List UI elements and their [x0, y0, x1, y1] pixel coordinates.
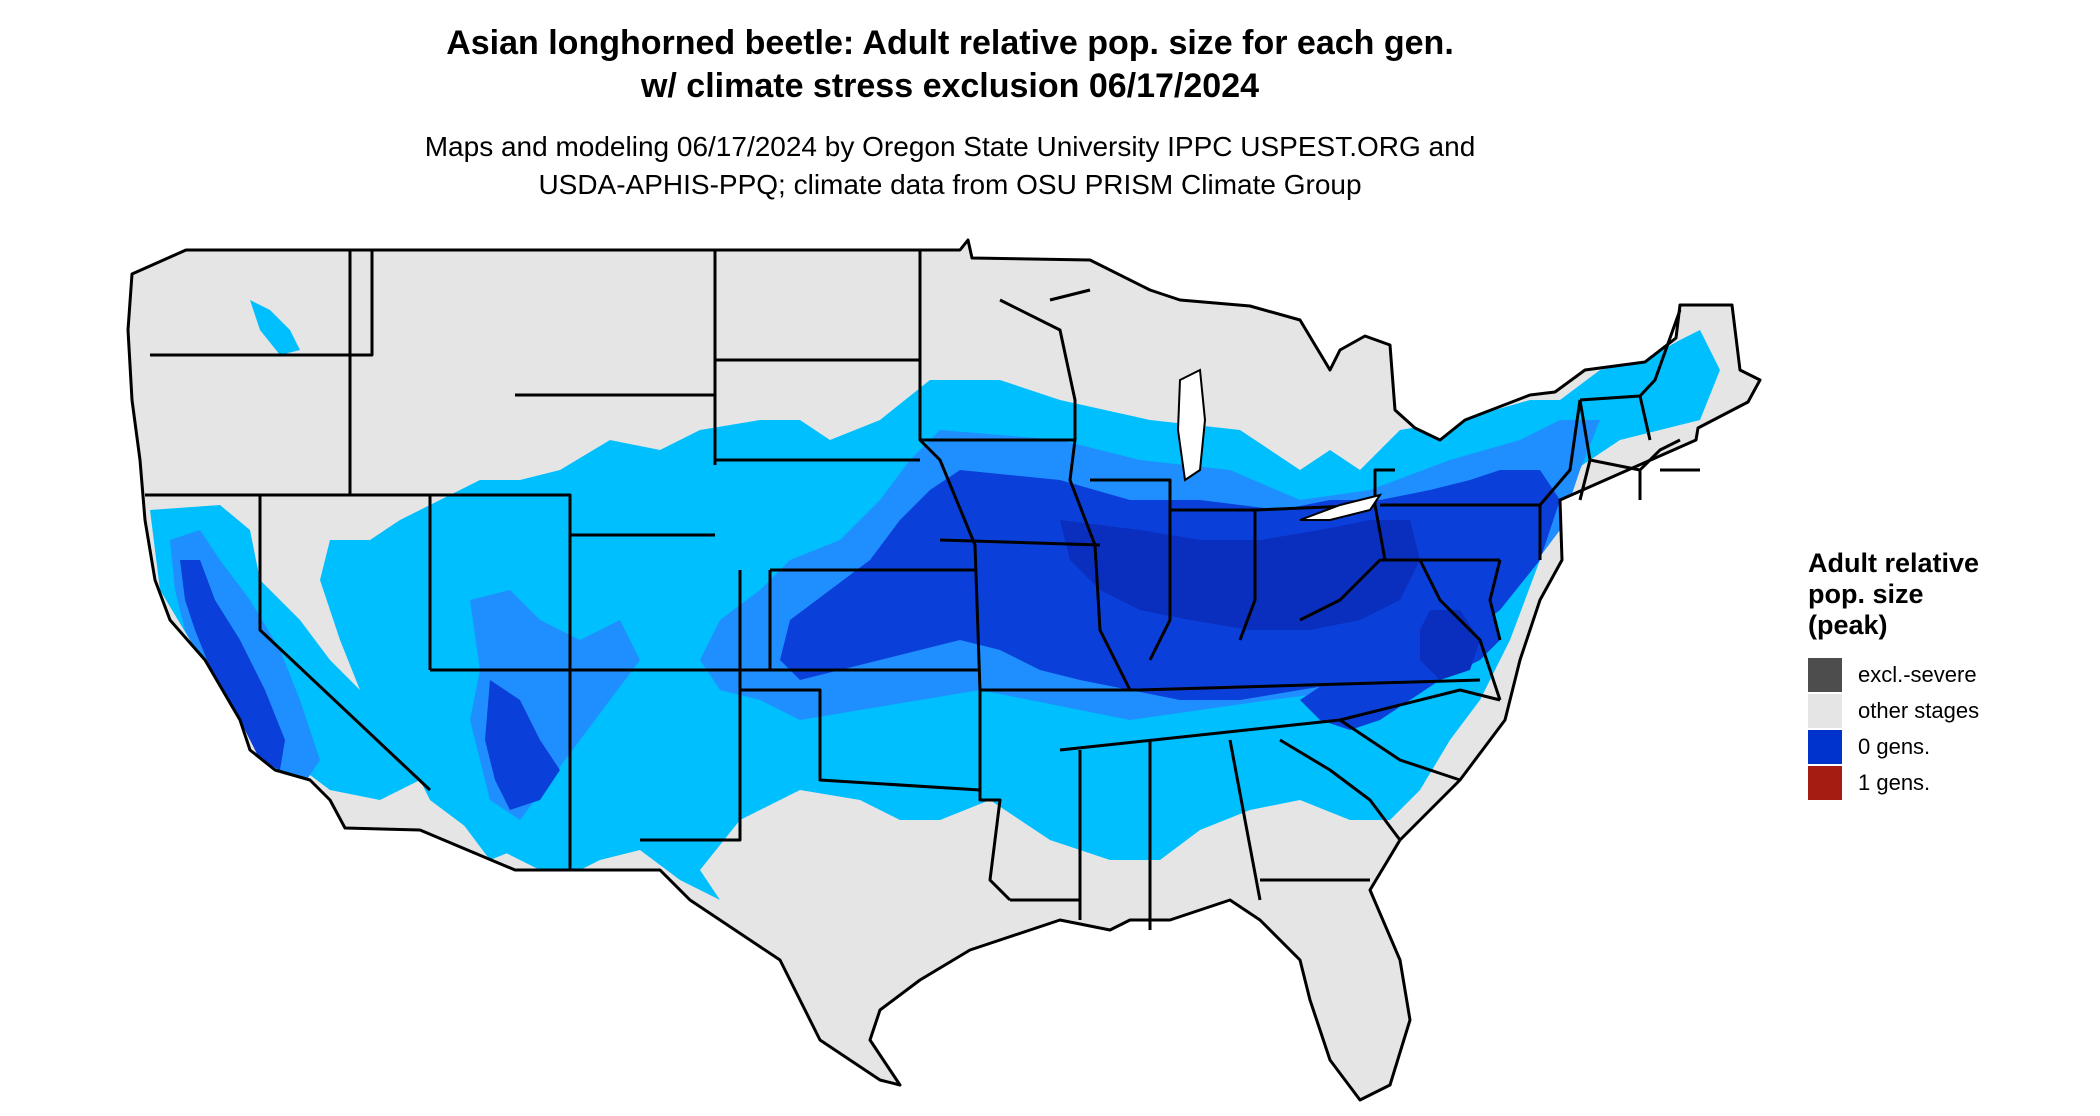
zone-deep-blue-ca-coast — [180, 560, 285, 770]
risk-shading — [150, 300, 1720, 900]
zone-darkest-blue — [1060, 520, 1420, 630]
zone-darkest-blue-va — [1420, 610, 1480, 680]
title-line-1: Asian longhorned beetle: Adult relative … — [446, 24, 1454, 62]
legend-label-other-stages: other stages — [1858, 698, 1980, 723]
legend-item-other-stages: other stages — [1808, 693, 2068, 729]
legend-swatch-other-stages — [1808, 694, 1842, 728]
legend-title-line-1: Adult relative — [1808, 548, 1980, 578]
legend-title: Adult relative pop. size (peak) — [1808, 548, 2068, 641]
legend-title-line-2: pop. size — [1808, 579, 1924, 609]
great-lakes — [1176, 368, 1383, 521]
legend-item-excl-severe: excl.-severe — [1808, 657, 2068, 693]
title-line-2: w/ climate stress exclusion 06/17/2024 — [640, 67, 1260, 105]
zone-deep-blue-mid-atlantic — [1300, 560, 1500, 730]
zone-deep-blue-sw-mountains — [485, 680, 560, 810]
legend-label-1-gens: 1 gens. — [1858, 770, 1931, 795]
legend-label-0-gens: 0 gens. — [1858, 734, 1931, 759]
subtitle-line-1: Maps and modeling 06/17/2024 by Oregon S… — [424, 131, 1476, 162]
map-subtitle: Maps and modeling 06/17/2024 by Oregon S… — [0, 128, 1900, 204]
state-borders — [126, 238, 1762, 1102]
subtitle-line-2: USDA-APHIS-PPQ; climate data from OSU PR… — [538, 169, 1362, 200]
zone-light-blue-wa — [250, 300, 300, 355]
lake-erie — [1299, 493, 1383, 521]
legend-swatch-1-gens — [1808, 766, 1842, 800]
legend-label-excl-severe: excl.-severe — [1858, 662, 1977, 687]
us-outline — [126, 238, 1762, 1102]
map-title: Asian longhorned beetle: Adult relative … — [0, 22, 1900, 108]
legend-item-0-gens: 0 gens. — [1808, 729, 2068, 765]
lake-michigan — [1176, 368, 1207, 482]
map-legend: Adult relative pop. size (peak) excl.-se… — [1808, 548, 2068, 801]
legend-item-1-gens: 1 gens. — [1808, 765, 2068, 801]
legend-swatch-0-gens — [1808, 730, 1842, 764]
legend-swatch-excl-severe — [1808, 658, 1842, 692]
legend-title-line-3: (peak) — [1808, 610, 1888, 640]
